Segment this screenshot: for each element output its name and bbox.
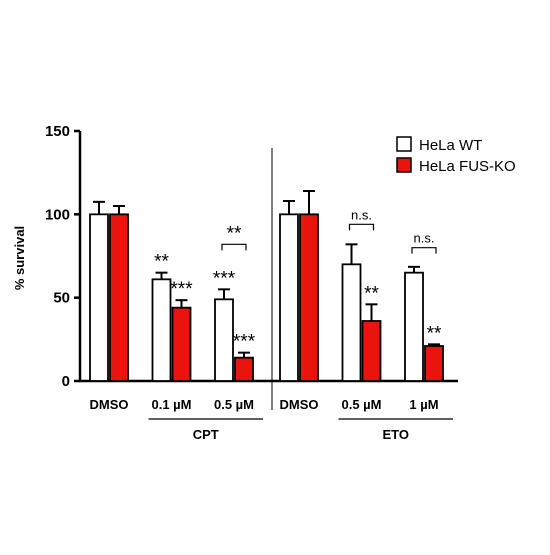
comparison-bracket — [221, 243, 247, 251]
x-category-label: 0.5 µM — [214, 397, 254, 412]
bar — [279, 213, 299, 382]
bar — [424, 345, 444, 382]
significance-mark: ** — [427, 323, 442, 344]
x-category-label: 0.5 µM — [341, 397, 381, 412]
bar — [234, 356, 254, 382]
x-category-label: 0.1 µM — [151, 397, 191, 412]
y-tick-label: 0 — [62, 373, 70, 390]
significance-mark: *** — [233, 332, 256, 353]
bars — [89, 190, 444, 382]
y-tick-label: 150 — [45, 123, 70, 140]
x-category-label: DMSO — [90, 397, 129, 412]
bar — [214, 298, 234, 382]
y-tick-label: 100 — [45, 206, 70, 223]
bar — [341, 263, 362, 382]
legend-swatch — [396, 136, 412, 152]
significance-mark: ** — [154, 252, 169, 273]
comparison-bracket — [348, 223, 375, 231]
legend-label: HeLa WT — [419, 137, 482, 154]
annotations: *****************n.s.n.s. — [154, 207, 442, 352]
significance-mark: ** — [364, 283, 379, 304]
significance-mark: *** — [213, 268, 236, 289]
significance-mark: *** — [170, 279, 193, 300]
y-axis-label: % survival — [12, 226, 27, 290]
legend: HeLa WT HeLa FUS-KO — [396, 136, 516, 175]
comparison-label: n.s. — [414, 231, 435, 246]
bar — [404, 271, 424, 382]
bar — [109, 213, 129, 382]
bar — [151, 278, 172, 382]
x-category-label: 1 µM — [409, 397, 438, 412]
legend-swatch — [396, 157, 412, 173]
comparison-label: n.s. — [351, 207, 372, 222]
comparison-bracket — [411, 247, 437, 254]
bar — [299, 213, 319, 382]
bar — [89, 213, 109, 382]
x-category-label: DMSO — [280, 397, 319, 412]
bar — [171, 306, 192, 382]
bar — [361, 320, 382, 382]
axes: 0 50 100 150 % survival DMSO 0.1 µM 0.5 µM DMSO 0… — [12, 123, 458, 442]
group-label: CPT — [193, 427, 219, 442]
comparison-label: ** — [227, 223, 242, 244]
legend-label: HeLa FUS-KO — [419, 158, 516, 175]
group-label: ETO — [383, 427, 410, 442]
y-tick-label: 50 — [53, 290, 70, 307]
